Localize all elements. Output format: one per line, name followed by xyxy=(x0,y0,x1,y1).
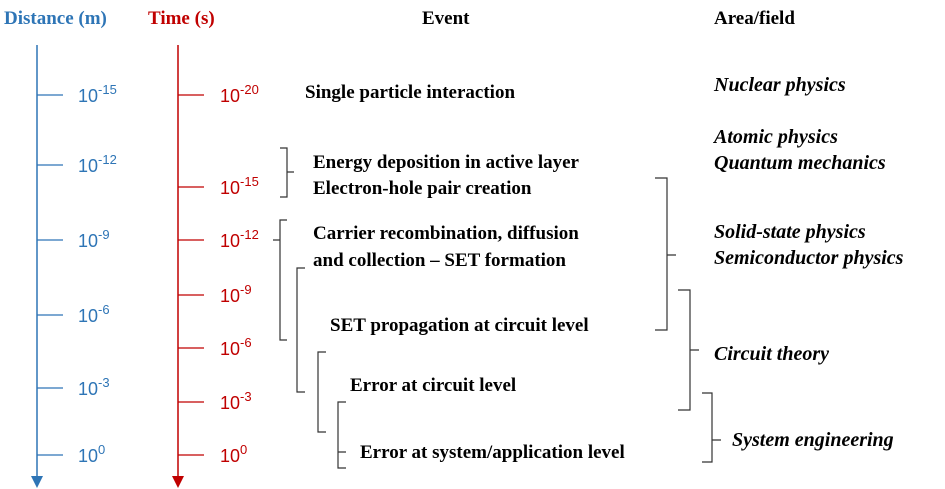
event: Electron-hole pair creation xyxy=(313,178,532,199)
event: Energy deposition in active layer xyxy=(313,152,580,173)
time-header: Time (s) xyxy=(148,8,215,29)
area: Circuit theory xyxy=(714,343,829,365)
time-arrow xyxy=(172,476,184,488)
event: SET propagation at circuit level xyxy=(330,315,589,336)
brace xyxy=(702,392,721,463)
brace xyxy=(296,267,305,393)
tick-exponent: -12 xyxy=(240,227,259,242)
event: Error at circuit level xyxy=(350,375,516,396)
brace xyxy=(655,177,676,331)
tick-exponent: -3 xyxy=(98,375,110,390)
tick-base: 10 xyxy=(78,379,98,399)
distance-arrow xyxy=(31,476,43,488)
tick-exponent: -15 xyxy=(240,174,259,189)
event: Error at system/application level xyxy=(360,442,625,463)
tick-base: 10 xyxy=(78,446,98,466)
area: Quantum mechanics xyxy=(714,152,886,174)
tick-label: 10-15 xyxy=(78,82,117,106)
area-header: Area/field xyxy=(714,8,795,29)
tick-base: 10 xyxy=(220,446,240,466)
distance-header: Distance (m) xyxy=(4,8,107,29)
tick-base: 10 xyxy=(78,231,98,251)
brace xyxy=(337,401,346,469)
tick-exponent: 0 xyxy=(240,442,247,457)
tick-exponent: -6 xyxy=(240,335,252,350)
tick-exponent: -6 xyxy=(98,302,110,317)
tick-exponent: -9 xyxy=(240,282,252,297)
tick-label: 10-9 xyxy=(78,227,110,251)
tick-label: 10-12 xyxy=(220,227,259,251)
area: Atomic physics xyxy=(712,126,838,148)
brace xyxy=(273,219,287,341)
tick-exponent: -15 xyxy=(98,82,117,97)
tick-exponent: 0 xyxy=(98,442,105,457)
area: System engineering xyxy=(732,429,894,451)
event: and collection – SET formation xyxy=(313,250,566,271)
brace xyxy=(280,147,294,198)
tick-base: 10 xyxy=(220,86,240,106)
tick-label: 10-15 xyxy=(220,174,259,198)
tick-label: 10-6 xyxy=(220,335,252,359)
tick-base: 10 xyxy=(78,156,98,176)
tick-base: 10 xyxy=(78,306,98,326)
tick-base: 10 xyxy=(78,86,98,106)
tick-label: 10-20 xyxy=(220,82,259,106)
event: Single particle interaction xyxy=(305,82,515,103)
tick-base: 10 xyxy=(220,178,240,198)
tick-exponent: -9 xyxy=(98,227,110,242)
tick-exponent: -12 xyxy=(98,152,117,167)
tick-label: 10-3 xyxy=(78,375,110,399)
brace xyxy=(678,289,699,411)
tick-label: 100 xyxy=(78,442,105,466)
area: Semiconductor physics xyxy=(714,247,904,269)
tick-exponent: -3 xyxy=(240,389,252,404)
tick-label: 10-12 xyxy=(78,152,117,176)
event-header: Event xyxy=(422,8,470,29)
tick-exponent: -20 xyxy=(240,82,259,97)
tick-base: 10 xyxy=(220,393,240,413)
area: Solid-state physics xyxy=(714,221,866,243)
tick-label: 100 xyxy=(220,442,247,466)
brace xyxy=(317,351,326,433)
tick-label: 10-3 xyxy=(220,389,252,413)
tick-label: 10-9 xyxy=(220,282,252,306)
tick-base: 10 xyxy=(220,339,240,359)
tick-base: 10 xyxy=(220,231,240,251)
area: Nuclear physics xyxy=(713,74,846,96)
event: Carrier recombination, diffusion xyxy=(313,223,579,244)
tick-base: 10 xyxy=(220,286,240,306)
tick-label: 10-6 xyxy=(78,302,110,326)
